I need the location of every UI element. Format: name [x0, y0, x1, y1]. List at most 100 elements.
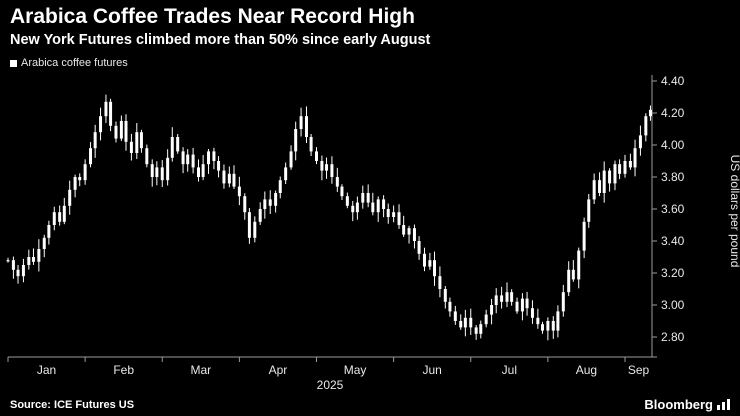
candle-body	[150, 164, 154, 177]
candle-body	[453, 311, 457, 321]
year-label: 2025	[317, 378, 344, 392]
x-tick-label: Jul	[502, 363, 517, 377]
x-tick-label: Apr	[269, 363, 288, 377]
candle-body	[315, 151, 319, 161]
candle-body	[587, 199, 591, 222]
y-tick-label: 3.60	[661, 202, 685, 216]
x-tick-label: Jan	[37, 363, 56, 377]
candle-body	[608, 170, 612, 184]
candle-body	[170, 137, 174, 158]
candle-body	[274, 193, 278, 206]
bloomberg-logo: Bloomberg	[644, 397, 730, 412]
candle-body	[325, 164, 329, 171]
candle-body	[227, 173, 231, 184]
candle-body	[52, 212, 56, 225]
candle-body	[433, 260, 437, 277]
candle-body	[540, 324, 544, 331]
candle-body	[222, 170, 226, 184]
candle-body	[567, 269, 571, 293]
candle-body	[392, 212, 396, 217]
candle-body	[459, 321, 463, 328]
candle-body	[78, 177, 82, 181]
candle-body	[345, 196, 349, 206]
candle-body	[27, 257, 31, 265]
candle-body	[294, 129, 298, 152]
candle-body	[73, 177, 77, 190]
candle-body	[160, 167, 164, 181]
y-tick-label: 3.00	[661, 298, 685, 312]
candle-body	[243, 196, 247, 213]
bloomberg-wordmark: Bloomberg	[644, 397, 713, 412]
bloomberg-bars-icon	[717, 399, 730, 410]
chart-header: Arabica Coffee Trades Near Record High N…	[0, 0, 740, 49]
y-tick-label: 4.40	[661, 74, 685, 88]
page-subtitle: New York Futures climbed more than 50% s…	[10, 32, 431, 48]
candle-body	[613, 164, 617, 184]
candle-body	[448, 301, 452, 312]
candle-body	[268, 199, 272, 206]
candle-body	[546, 321, 550, 331]
candle-body	[479, 324, 483, 334]
candle-body	[62, 205, 66, 222]
candle-body	[68, 189, 72, 206]
y-tick-label: 3.40	[661, 234, 685, 248]
candle-body	[258, 209, 262, 222]
candle-body	[340, 186, 344, 197]
candle-body	[217, 161, 221, 171]
candle-body	[278, 180, 282, 193]
candle-body	[407, 228, 411, 235]
candle-body	[351, 205, 355, 213]
candle-body	[320, 161, 324, 171]
candle-body	[135, 132, 139, 153]
candle-body	[232, 173, 236, 187]
candle-body	[42, 237, 46, 249]
candle-body	[191, 154, 195, 168]
candle-body	[155, 167, 159, 177]
candle-body	[330, 164, 334, 177]
candle-body	[618, 164, 622, 174]
candle-body	[386, 209, 390, 217]
y-tick-label: 2.80	[661, 330, 685, 344]
candle-body	[644, 116, 648, 136]
candle-body	[633, 148, 637, 168]
x-tick-label: Sep	[628, 363, 650, 377]
x-tick-label: Feb	[113, 363, 134, 377]
candle-body	[145, 148, 149, 165]
candle-body	[577, 250, 581, 280]
candle-body	[366, 193, 370, 203]
candle-body	[186, 154, 190, 165]
candle-body	[648, 109, 652, 117]
candle-body	[93, 132, 97, 149]
candle-body	[99, 116, 103, 133]
candle-body	[289, 151, 293, 168]
candle-body	[623, 161, 627, 174]
candle-body	[197, 167, 201, 177]
candle-body	[582, 221, 586, 251]
candle-body	[284, 167, 288, 181]
y-axis-title: US dollars per pound	[728, 155, 740, 268]
candle-body	[124, 121, 128, 142]
x-tick-label: May	[344, 363, 367, 377]
candle-body	[263, 199, 267, 209]
candle-body	[536, 317, 540, 325]
candle-body	[412, 228, 416, 241]
candle-body	[21, 265, 25, 277]
candle-body	[530, 308, 534, 318]
x-tick-label: Aug	[576, 363, 597, 377]
candle-body	[361, 193, 365, 203]
candle-body	[166, 157, 170, 181]
candle-body	[443, 289, 447, 302]
candle-body	[139, 132, 143, 149]
candle-body	[463, 317, 467, 328]
y-tick-label: 4.00	[661, 138, 685, 152]
candle-body	[551, 321, 555, 331]
candle-body	[505, 292, 509, 302]
candle-body	[114, 125, 118, 139]
candle-body	[638, 135, 642, 149]
y-tick-label: 3.20	[661, 266, 685, 280]
candle-body	[561, 292, 565, 312]
candle-body	[207, 151, 211, 165]
candle-body	[490, 305, 494, 315]
candle-body	[402, 225, 406, 235]
source-label: Source: ICE Futures US	[10, 398, 135, 411]
